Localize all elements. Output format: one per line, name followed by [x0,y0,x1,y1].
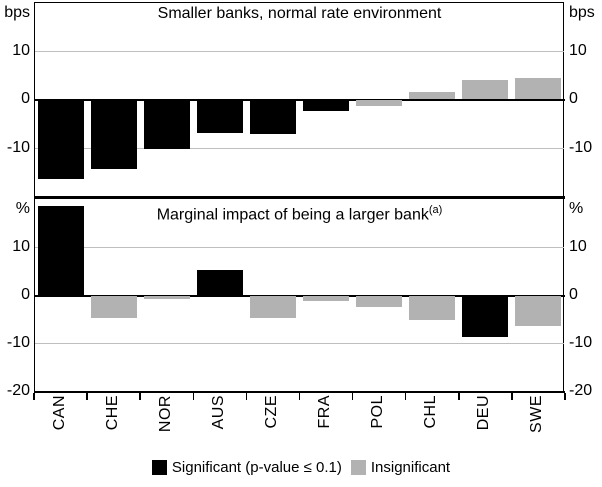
x-axis-tick-5 [298,393,301,400]
ytick-right-bottom-0: 0 [569,286,578,303]
x-label-text-aus: AUS [209,395,227,430]
x-axis-tick-0 [33,393,35,400]
x-label-text-nor: NOR [156,395,174,433]
ytick-right-top--10: -10 [569,138,593,156]
bar-top-aus [196,100,243,134]
gridline-bottom--10 [35,343,564,344]
ytick-left-bottom--20: -20 [6,382,30,399]
ytick-left-bottom-0: 0 [21,286,30,303]
bar-bottom-pol [356,296,403,307]
x-label-text-can: CAN [50,395,68,431]
ytick-left-bottom-10: 10 [12,238,30,255]
x-axis-tick-10 [564,393,566,400]
bar-bottom-cze [249,296,296,318]
bar-bottom-deu [462,296,509,338]
top-panel-title-text: Smaller banks, normal rate environment [157,5,442,22]
x-label-fra: FRA [316,395,336,447]
x-axis-tick-1 [86,393,88,400]
gridline-top-10 [35,50,564,52]
x-label-pol: POL [369,395,389,447]
x-label-nor: NOR [157,395,177,447]
x-label-cze: CZE [263,395,283,447]
bar-top-swe [515,78,562,99]
significant-swatch-icon [151,460,167,475]
gridline-bottom-10 [35,247,564,248]
x-label-text-swe: SWE [528,395,546,433]
ytick-left-bottom--10: -10 [6,334,30,351]
ytick-right-bottom-10: 10 [569,238,587,255]
x-label-swe: SWE [528,395,548,447]
bar-bottom-fra [303,296,350,301]
ytick-left-top--10: -10 [6,138,30,156]
bar-top-che [90,100,137,170]
unit-label-right-bottom: % [569,200,584,217]
zero-line-bottom [34,295,565,297]
unit-label-left-bottom: % [15,200,30,217]
unit-label-right-top: bps [569,4,595,21]
gridline-top--10 [35,147,564,149]
x-axis-tick-3 [192,393,195,400]
x-axis-tick-4 [245,393,248,400]
ytick-right-bottom--10: -10 [569,334,593,351]
bar-bottom-chl [409,296,456,321]
x-axis-tick-9 [511,393,513,400]
legend-item-insignificant: Insignificant [350,459,451,476]
bar-top-chl [409,91,456,99]
bar-top-nor [143,100,190,150]
x-label-che: CHE [104,395,124,447]
legend-item-significant: Significant (p-value ≤ 0.1) [151,459,342,476]
x-label-text-fra: FRA [316,395,334,429]
ytick-right-top-0: 0 [569,90,578,107]
x-axis-tick-6 [351,393,354,400]
zero-line-top [34,99,565,101]
x-label-aus: AUS [210,395,230,447]
bar-top-fra [303,100,350,112]
x-axis-tick-8 [458,393,460,400]
unit-label-left-top: bps [4,4,30,21]
insignificant-swatch-icon [350,460,366,475]
legend-label-significant: Significant (p-value ≤ 0.1) [171,459,342,476]
footnote-marker: (a) [428,204,443,216]
bar-top-deu [462,79,509,99]
x-label-text-cze: CZE [262,395,280,429]
ytick-left-top-0: 0 [21,90,30,107]
bar-top-pol [356,100,403,106]
x-axis-tick-2 [139,393,141,400]
ytick-left-top-10: 10 [12,41,30,59]
bar-top-cze [249,100,296,134]
top-panel-title: Smaller banks, normal rate environment [34,5,565,23]
legend-label-insignificant: Insignificant [370,459,451,476]
x-label-text-chl: CHL [422,395,440,429]
bar-bottom-nor [143,296,190,300]
bar-top-can [37,100,84,180]
x-label-text-pol: POL [369,395,387,429]
x-label-text-che: CHE [103,395,121,431]
x-axis-tick-7 [404,393,407,400]
bar-bottom-swe [515,296,562,327]
bar-bottom-che [90,296,137,318]
x-label-deu: DEU [475,395,495,447]
x-label-can: CAN [51,395,71,447]
bottom-panel-title: Marginal impact of being a larger bank(a… [34,201,565,224]
bar-bottom-aus [196,269,243,295]
x-label-chl: CHL [422,395,442,447]
x-axis-line [34,391,565,393]
legend: Significant (p-value ≤ 0.1) Insignifican… [0,459,602,476]
x-label-text-deu: DEU [475,395,493,431]
bar-bottom-can [37,206,84,295]
ytick-right-top-10: 10 [569,41,587,59]
ytick-right-bottom--20: -20 [569,382,593,399]
panel-divider-line [34,196,565,199]
bottom-panel-title-text: Marginal impact of being a larger bank [156,206,429,224]
